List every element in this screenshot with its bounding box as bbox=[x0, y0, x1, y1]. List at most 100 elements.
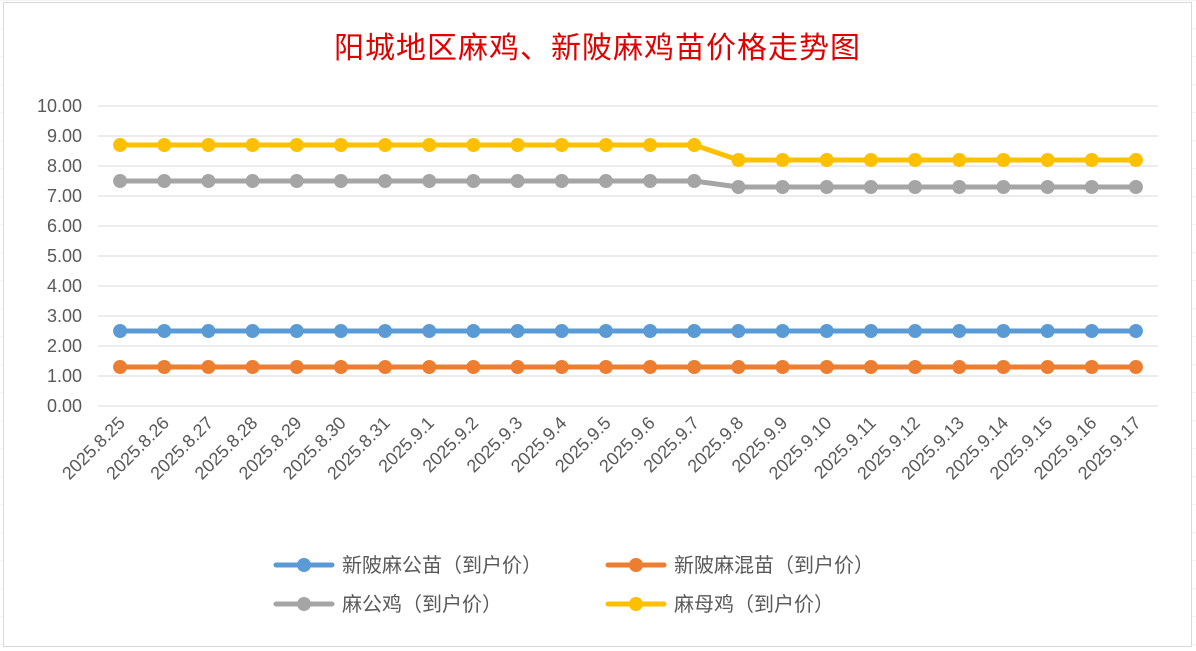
data-point[interactable] bbox=[1040, 153, 1055, 167]
data-point[interactable] bbox=[687, 324, 702, 338]
data-point[interactable] bbox=[598, 360, 613, 374]
data-point[interactable] bbox=[687, 138, 702, 152]
data-point[interactable] bbox=[1040, 360, 1055, 374]
data-point[interactable] bbox=[113, 174, 128, 188]
data-point[interactable] bbox=[245, 360, 260, 374]
data-point[interactable] bbox=[113, 138, 128, 152]
data-point[interactable] bbox=[1084, 360, 1099, 374]
data-point[interactable] bbox=[333, 138, 348, 152]
data-point[interactable] bbox=[819, 153, 834, 167]
data-point[interactable] bbox=[466, 138, 481, 152]
data-point[interactable] bbox=[598, 138, 613, 152]
data-point[interactable] bbox=[952, 153, 967, 167]
data-point[interactable] bbox=[113, 360, 128, 374]
data-point[interactable] bbox=[289, 360, 304, 374]
data-point[interactable] bbox=[996, 153, 1011, 167]
data-point[interactable] bbox=[863, 324, 878, 338]
data-point[interactable] bbox=[598, 324, 613, 338]
data-point[interactable] bbox=[201, 174, 216, 188]
data-point[interactable] bbox=[996, 360, 1011, 374]
data-point[interactable] bbox=[157, 174, 172, 188]
data-point[interactable] bbox=[510, 174, 525, 188]
data-point[interactable] bbox=[908, 360, 923, 374]
data-point[interactable] bbox=[687, 174, 702, 188]
data-point[interactable] bbox=[422, 174, 437, 188]
data-point[interactable] bbox=[863, 180, 878, 194]
data-point[interactable] bbox=[201, 360, 216, 374]
data-point[interactable] bbox=[554, 360, 569, 374]
legend-item[interactable]: 新陂麻公苗（到户价） bbox=[273, 553, 542, 577]
data-point[interactable] bbox=[378, 174, 393, 188]
legend-item[interactable]: 麻母鸡（到户价） bbox=[605, 592, 834, 616]
data-point[interactable] bbox=[598, 174, 613, 188]
legend-item[interactable]: 新陂麻混苗（到户价） bbox=[605, 553, 874, 577]
data-point[interactable] bbox=[201, 138, 216, 152]
data-point[interactable] bbox=[378, 324, 393, 338]
data-point[interactable] bbox=[819, 180, 834, 194]
data-point[interactable] bbox=[775, 180, 790, 194]
data-point[interactable] bbox=[289, 324, 304, 338]
data-point[interactable] bbox=[863, 360, 878, 374]
data-point[interactable] bbox=[245, 138, 260, 152]
data-point[interactable] bbox=[952, 180, 967, 194]
data-point[interactable] bbox=[510, 360, 525, 374]
data-point[interactable] bbox=[731, 153, 746, 167]
data-point[interactable] bbox=[775, 324, 790, 338]
data-point[interactable] bbox=[908, 153, 923, 167]
data-point[interactable] bbox=[952, 324, 967, 338]
data-point[interactable] bbox=[643, 360, 658, 374]
data-point[interactable] bbox=[1128, 153, 1143, 167]
data-point[interactable] bbox=[1084, 153, 1099, 167]
data-point[interactable] bbox=[289, 138, 304, 152]
data-point[interactable] bbox=[908, 324, 923, 338]
data-point[interactable] bbox=[643, 324, 658, 338]
data-point[interactable] bbox=[333, 324, 348, 338]
data-point[interactable] bbox=[201, 324, 216, 338]
data-point[interactable] bbox=[422, 138, 437, 152]
data-point[interactable] bbox=[245, 174, 260, 188]
data-point[interactable] bbox=[1040, 324, 1055, 338]
data-point[interactable] bbox=[908, 180, 923, 194]
data-point[interactable] bbox=[996, 180, 1011, 194]
data-point[interactable] bbox=[333, 174, 348, 188]
data-point[interactable] bbox=[113, 324, 128, 338]
data-point[interactable] bbox=[157, 360, 172, 374]
data-point[interactable] bbox=[554, 324, 569, 338]
data-point[interactable] bbox=[466, 360, 481, 374]
data-point[interactable] bbox=[554, 138, 569, 152]
data-point[interactable] bbox=[510, 324, 525, 338]
data-point[interactable] bbox=[422, 360, 437, 374]
data-point[interactable] bbox=[1128, 360, 1143, 374]
data-point[interactable] bbox=[819, 324, 834, 338]
data-point[interactable] bbox=[1128, 180, 1143, 194]
data-point[interactable] bbox=[1084, 324, 1099, 338]
data-point[interactable] bbox=[775, 153, 790, 167]
chart-frame[interactable]: 阳城地区麻鸡、新陂麻鸡苗价格走势图 bbox=[3, 2, 1192, 647]
data-point[interactable] bbox=[1128, 324, 1143, 338]
data-point[interactable] bbox=[245, 324, 260, 338]
data-point[interactable] bbox=[996, 324, 1011, 338]
data-point[interactable] bbox=[731, 360, 746, 374]
data-point[interactable] bbox=[554, 174, 569, 188]
data-point[interactable] bbox=[775, 360, 790, 374]
data-point[interactable] bbox=[333, 360, 348, 374]
data-point[interactable] bbox=[687, 360, 702, 374]
legend-item[interactable]: 麻公鸡（到户价） bbox=[273, 592, 502, 616]
data-point[interactable] bbox=[643, 138, 658, 152]
data-point[interactable] bbox=[863, 153, 878, 167]
data-point[interactable] bbox=[1040, 180, 1055, 194]
data-point[interactable] bbox=[731, 180, 746, 194]
data-point[interactable] bbox=[289, 174, 304, 188]
data-point[interactable] bbox=[378, 360, 393, 374]
data-point[interactable] bbox=[1084, 180, 1099, 194]
data-point[interactable] bbox=[819, 360, 834, 374]
data-point[interactable] bbox=[466, 174, 481, 188]
data-point[interactable] bbox=[157, 138, 172, 152]
data-point[interactable] bbox=[731, 324, 746, 338]
data-point[interactable] bbox=[157, 324, 172, 338]
data-point[interactable] bbox=[422, 324, 437, 338]
data-point[interactable] bbox=[952, 360, 967, 374]
data-point[interactable] bbox=[466, 324, 481, 338]
data-point[interactable] bbox=[643, 174, 658, 188]
data-point[interactable] bbox=[510, 138, 525, 152]
